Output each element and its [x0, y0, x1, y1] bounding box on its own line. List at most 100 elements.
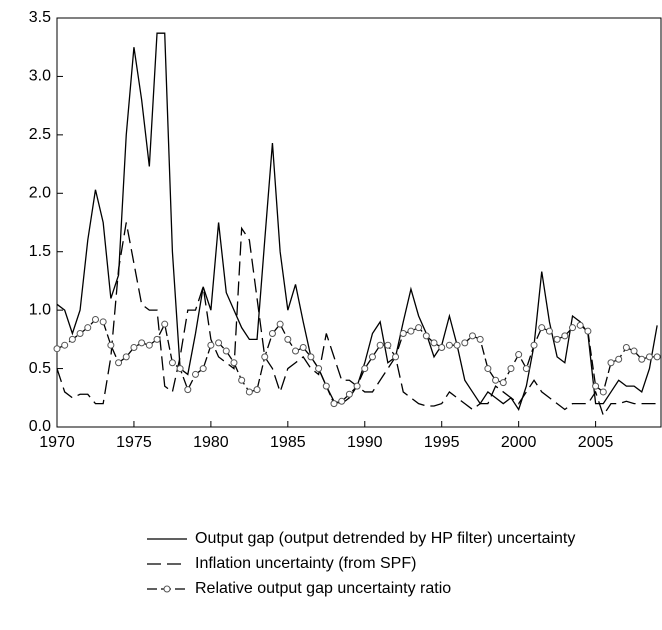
series-marker: [499, 379, 507, 387]
series-marker: [315, 365, 323, 373]
y-tick-label: 3.5: [29, 9, 51, 26]
series-marker: [284, 335, 292, 343]
series-marker: [330, 400, 338, 408]
series-marker: [238, 376, 246, 384]
series-marker: [322, 382, 330, 390]
x-tick-label: 2005: [578, 434, 614, 451]
series-marker: [53, 345, 61, 353]
series-marker: [553, 335, 561, 343]
series-marker: [207, 341, 215, 349]
series-marker: [184, 386, 192, 394]
series-marker: [599, 388, 607, 396]
series-marker: [576, 321, 584, 329]
y-tick-label: 3.0: [29, 68, 51, 85]
legend-label: Relative output gap uncertainty ratio: [195, 580, 451, 597]
y-tick-label: 1.0: [29, 301, 51, 318]
series-marker: [415, 324, 423, 332]
series-marker: [584, 327, 592, 335]
series-marker: [276, 320, 284, 328]
series-marker: [91, 315, 99, 323]
series-marker: [468, 332, 476, 340]
series-line: [56, 318, 658, 405]
series-marker: [645, 353, 653, 361]
x-tick-label: 2000: [501, 434, 537, 451]
series-marker: [399, 330, 407, 338]
series-marker: [168, 359, 176, 367]
series-marker: [376, 341, 384, 349]
series-marker: [245, 388, 253, 396]
series-marker: [445, 341, 453, 349]
series-marker: [538, 324, 546, 332]
series-marker: [407, 327, 415, 335]
series-marker: [622, 344, 630, 352]
series-marker: [61, 341, 69, 349]
series-marker: [215, 339, 223, 347]
series-marker: [422, 332, 430, 340]
series-marker: [353, 382, 361, 390]
series-marker: [76, 330, 84, 338]
series-marker: [461, 339, 469, 347]
series-marker: [438, 344, 446, 352]
series-marker: [307, 353, 315, 361]
series-marker: [299, 344, 307, 352]
series-marker: [261, 353, 269, 361]
series-marker: [569, 324, 577, 332]
y-tick-label: 1.5: [29, 243, 51, 260]
series-marker: [368, 353, 376, 361]
series-marker: [199, 365, 207, 373]
series-marker: [176, 365, 184, 373]
series-marker: [138, 339, 146, 347]
x-tick-label: 1980: [193, 434, 229, 451]
legend-marker: [163, 585, 171, 593]
series-marker: [530, 341, 538, 349]
series-marker: [507, 365, 515, 373]
series-marker: [253, 386, 261, 394]
series-marker: [191, 370, 199, 378]
series-marker: [561, 332, 569, 340]
series-marker: [630, 347, 638, 355]
series-marker: [84, 324, 92, 332]
series-marker: [115, 359, 123, 367]
series-marker: [515, 351, 523, 359]
y-tick-label: 2.5: [29, 126, 51, 143]
series-marker: [430, 339, 438, 347]
series-line: [56, 32, 658, 411]
x-tick-label: 1970: [39, 434, 75, 451]
series-marker: [268, 330, 276, 338]
series-marker: [222, 347, 230, 355]
series-marker: [145, 341, 153, 349]
series-marker: [153, 335, 161, 343]
series-marker: [522, 365, 530, 373]
series-marker: [68, 335, 76, 343]
x-tick-label: 1985: [270, 434, 306, 451]
y-tick-label: 0.5: [29, 360, 51, 377]
series-marker: [107, 341, 115, 349]
series-marker: [384, 341, 392, 349]
legend-label: Inflation uncertainty (from SPF): [195, 555, 416, 572]
series-marker: [492, 376, 500, 384]
series-marker: [161, 320, 169, 328]
x-tick-label: 1995: [424, 434, 460, 451]
series-marker: [653, 353, 661, 361]
series-marker: [345, 390, 353, 398]
series-marker: [607, 359, 615, 367]
x-tick-label: 1990: [347, 434, 383, 451]
series-marker: [592, 382, 600, 390]
series-marker: [122, 353, 130, 361]
series-marker: [292, 347, 300, 355]
series-marker: [392, 353, 400, 361]
series-marker: [476, 335, 484, 343]
series-marker: [615, 355, 623, 363]
series-marker: [638, 355, 646, 363]
series-marker: [99, 318, 107, 326]
x-tick-label: 1975: [116, 434, 152, 451]
series-marker: [338, 397, 346, 405]
series-marker: [453, 341, 461, 349]
series-marker: [545, 327, 553, 335]
plot-frame: [56, 17, 662, 428]
y-tick-label: 2.0: [29, 185, 51, 202]
series-marker: [484, 365, 492, 373]
y-tick-label: 0.0: [29, 418, 51, 435]
